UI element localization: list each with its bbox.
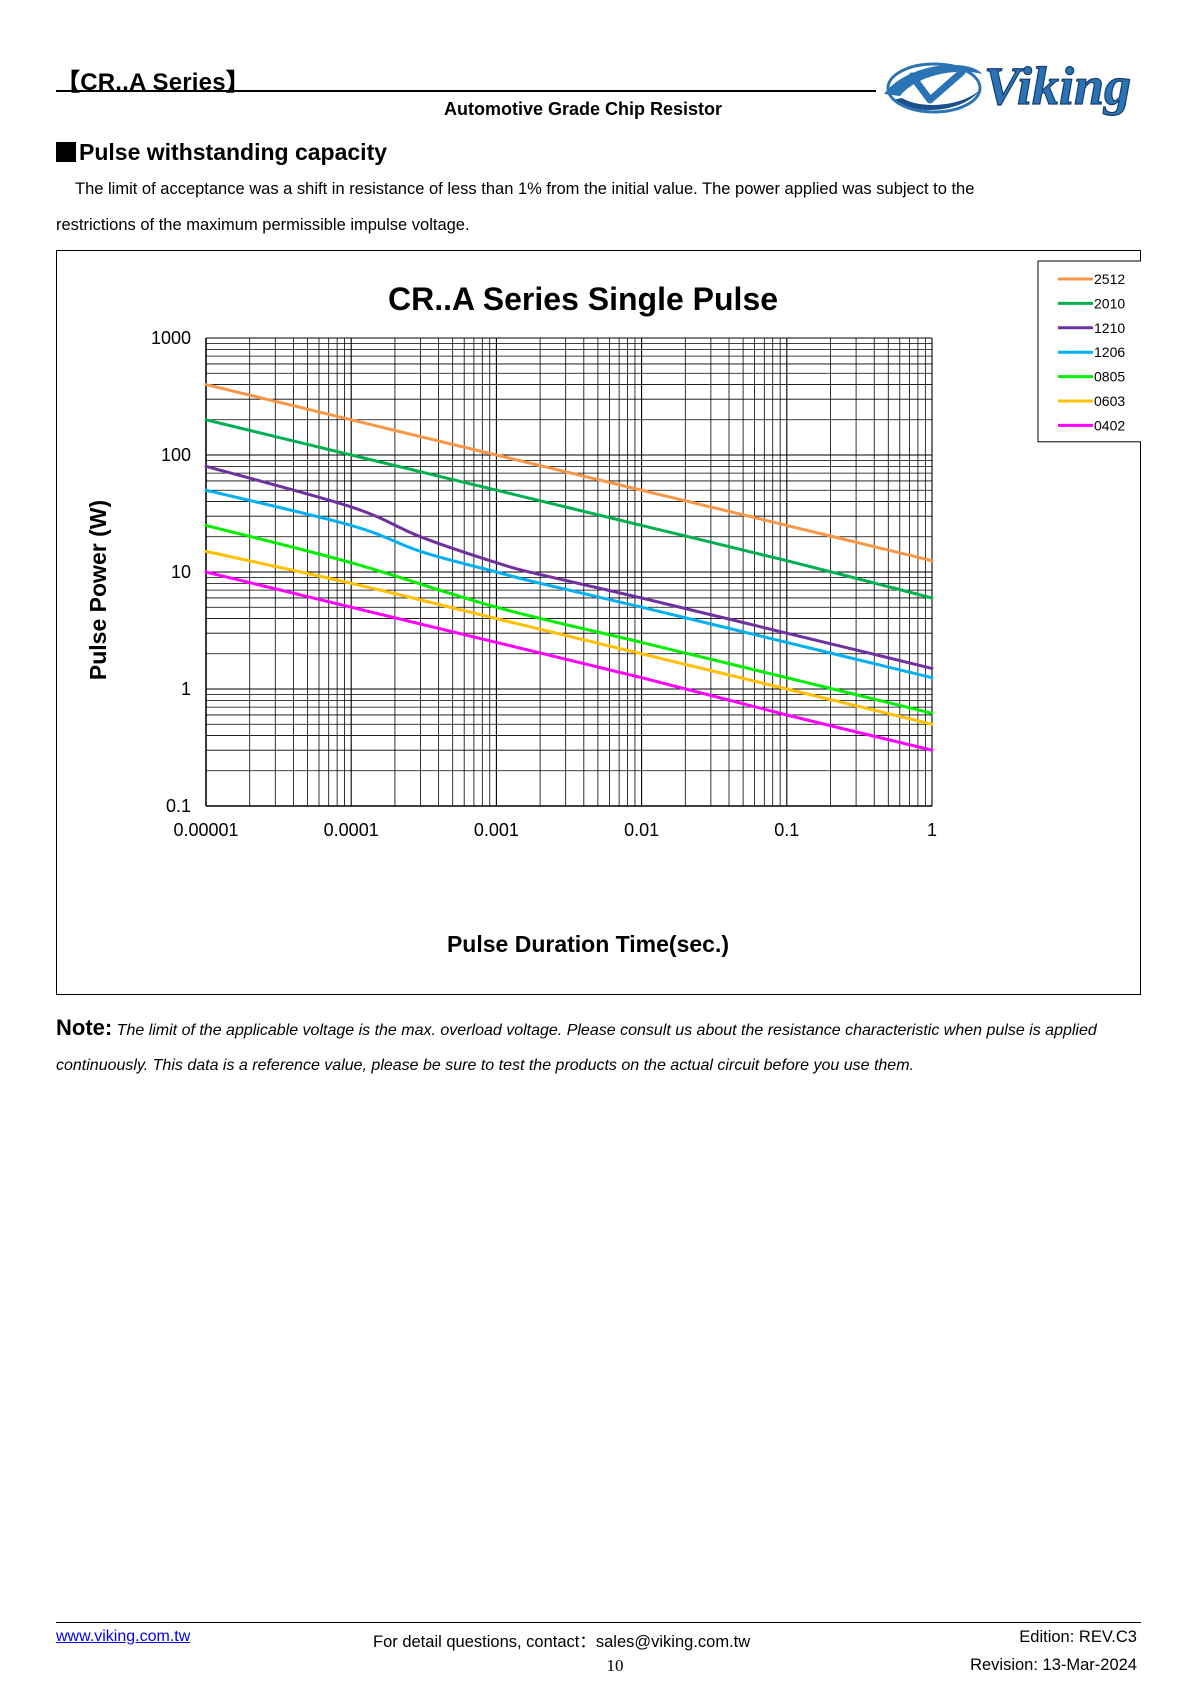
section-heading: Pulse withstanding capacity xyxy=(56,139,387,166)
y-tick-label: 1 xyxy=(181,679,191,699)
square-bullet-icon xyxy=(56,142,76,162)
pulse-chart: 0.00001 0.0001 0.001 0.01 0.1 10.11101001000 … xyxy=(85,260,1141,957)
legend-label-1210: 1210 xyxy=(1094,320,1125,336)
y-axis-label: Pulse Power (W) xyxy=(85,500,111,680)
logo-wordmark: Viking xyxy=(984,56,1131,116)
contact-text: For detail questions, contact：sales@viki… xyxy=(373,1633,751,1651)
series-line-1210 xyxy=(204,464,934,670)
series-line-0603 xyxy=(204,549,934,726)
x-tick-label: 0.001 xyxy=(474,820,519,840)
note-text: The limit of the applicable voltage is t… xyxy=(56,1022,1097,1074)
footer-rule xyxy=(56,1622,1141,1623)
note-label: Note: xyxy=(56,1015,113,1040)
y-tick-label: 100 xyxy=(161,445,191,465)
x-axis-label: Pulse Duration Time(sec.) xyxy=(447,931,729,957)
series-line-2512 xyxy=(204,383,934,563)
legend-label-0805: 0805 xyxy=(1094,369,1125,385)
y-tick-label: 0.1 xyxy=(166,796,191,816)
x-tick-label: 0.1 xyxy=(774,820,799,840)
x-tick-label: 0.0001 xyxy=(324,820,379,840)
legend-label-1206: 1206 xyxy=(1094,344,1125,360)
website-link[interactable]: www.viking.com.tw xyxy=(56,1628,191,1645)
x-tick-label: 0.01 xyxy=(624,820,659,840)
y-tick-label: 1000 xyxy=(151,328,191,348)
eye-emblem-icon xyxy=(884,62,982,114)
legend-label-2010: 2010 xyxy=(1094,295,1125,311)
legend-label-0603: 0603 xyxy=(1094,393,1125,409)
series-line-1206 xyxy=(204,488,934,680)
series-line-0402 xyxy=(204,570,934,752)
series-line-0805 xyxy=(204,523,934,715)
viking-logo: Viking xyxy=(884,55,1132,117)
chart-frame xyxy=(56,250,1141,995)
section-heading-text: Pulse withstanding capacity xyxy=(79,139,388,165)
chart-title: CR..A Series Single Pulse xyxy=(388,281,778,317)
intro-text-line-2: restrictions of the maximum permissible … xyxy=(56,216,470,234)
page-number: 10 xyxy=(606,1656,624,1675)
revision-text: Revision: 13-Mar-2024 xyxy=(970,1656,1137,1674)
y-tick-label: 10 xyxy=(171,562,191,582)
edition-text: Edition: REV.C3 xyxy=(1019,1628,1137,1646)
intro-text-line-1: The limit of acceptance was a shift in r… xyxy=(75,180,975,198)
header-rule xyxy=(56,90,876,92)
note-paragraph: Note: The limit of the applicable voltag… xyxy=(56,1010,1136,1083)
chart-legend: 2512 2010 1210 1206 0805 0603 0402 xyxy=(1037,260,1141,443)
legend-label-2512: 2512 xyxy=(1094,271,1125,287)
series-line-2010 xyxy=(204,418,934,600)
document-subtitle: Automotive Grade Chip Resistor xyxy=(444,99,723,119)
x-tick-label: 0.00001 xyxy=(173,820,238,840)
x-tick-label: 1 xyxy=(927,820,937,840)
legend-label-0402: 0402 xyxy=(1094,417,1125,433)
